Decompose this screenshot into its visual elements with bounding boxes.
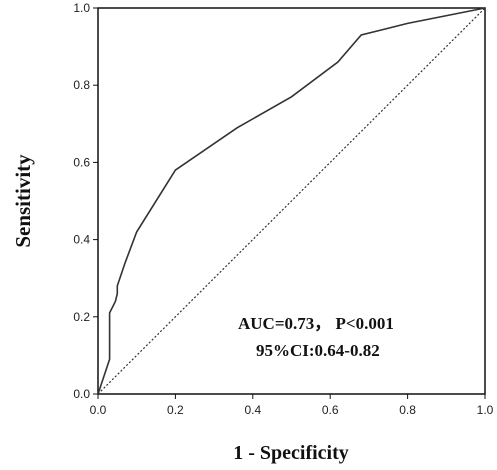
series-layer <box>97 7 486 395</box>
x-tick-label: 0.2 <box>167 403 184 417</box>
y-tick-label: 0.8 <box>73 78 90 92</box>
y-axis-label: Sensitivity <box>11 154 35 248</box>
x-tick-label: 0.8 <box>399 403 416 417</box>
y-tick-label: 0.0 <box>73 387 90 401</box>
y-tick-label: 0.6 <box>73 155 90 169</box>
auc-annotation: AUC=0.73， P<0.001 <box>238 314 394 333</box>
x-tick-label: 0.6 <box>322 403 339 417</box>
x-tick-label: 1.0 <box>477 403 494 417</box>
x-tick-label: 0.0 <box>90 403 107 417</box>
y-tick-label: 0.2 <box>73 310 90 324</box>
y-tick-label: 0.4 <box>73 233 90 247</box>
roc-curve <box>97 7 486 395</box>
reference-diagonal-line <box>97 7 486 395</box>
x-axis-label: 1 - Specificity <box>233 442 349 464</box>
plot-frame <box>97 7 486 395</box>
y-axis-ticks: 0.0 0.2 0.4 0.6 0.8 1.0 <box>73 1 98 401</box>
ci-annotation: 95%CI:0.64-0.82 <box>256 341 380 360</box>
x-axis-ticks: 0.0 0.2 0.4 0.6 0.8 1.0 <box>90 394 494 417</box>
x-tick-label: 0.4 <box>244 403 261 417</box>
y-tick-label: 1.0 <box>73 1 90 15</box>
